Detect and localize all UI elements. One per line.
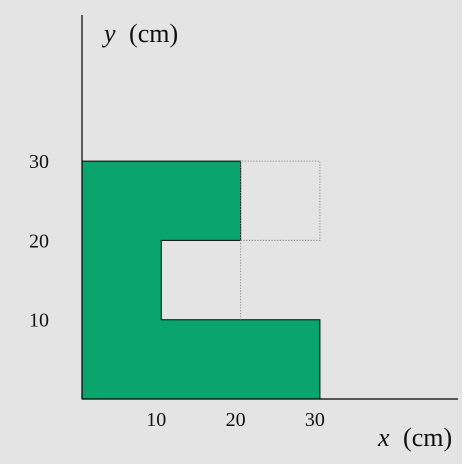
y-axis-variable: y [101,19,116,48]
x-axis-title: x (cm) [377,423,452,452]
y-axis-title: y (cm) [101,19,178,48]
x-tick-label: 20 [226,409,246,431]
x-axis-unit: (cm) [403,423,452,452]
l-shaped-region-outline [81,160,321,400]
x-tick-label: 30 [305,409,325,431]
y-tick-label: 30 [29,151,49,173]
y-tick-label: 10 [29,310,49,332]
y-axis-unit: (cm) [129,19,178,48]
dotted-completion-outline [240,160,321,241]
x-tick-label: 10 [146,409,166,431]
y-tick-label: 20 [29,230,49,252]
x-axis-variable: x [377,423,390,452]
l-shaped-region [82,161,320,399]
